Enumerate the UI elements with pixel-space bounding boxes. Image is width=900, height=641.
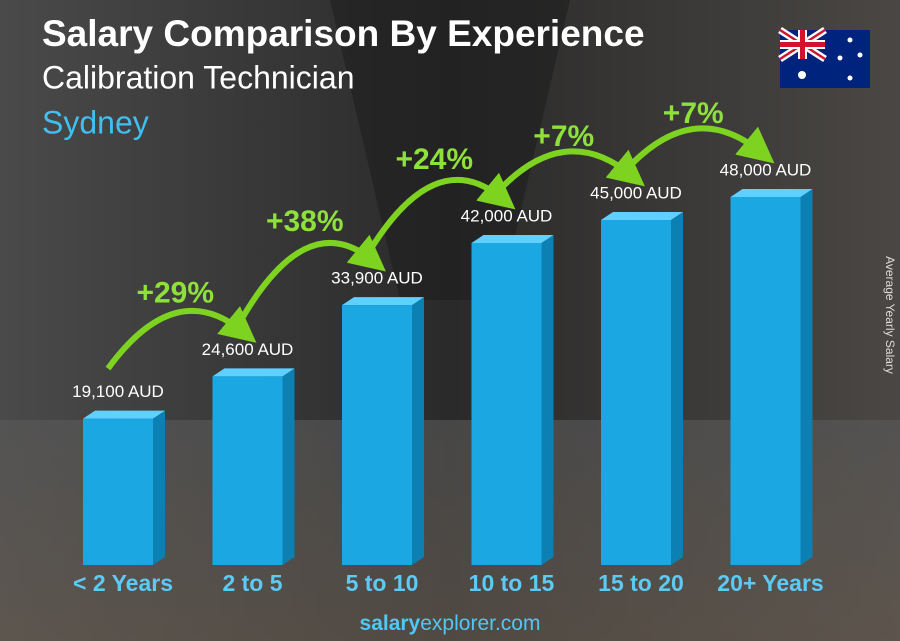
location: Sydney	[42, 104, 149, 140]
bar-side	[541, 235, 554, 565]
value-label: 24,600 AUD	[202, 340, 294, 359]
x-tick-label: 2 to 5	[222, 570, 282, 596]
value-label: 42,000 AUD	[461, 206, 553, 225]
bar	[83, 418, 153, 565]
x-tick-label: 20+ Years	[717, 570, 823, 596]
change-label: +7%	[533, 120, 594, 153]
x-tick-label: 10 to 15	[469, 570, 555, 596]
flag	[778, 27, 870, 88]
bar-side	[671, 212, 683, 565]
change-label: +7%	[663, 97, 724, 130]
value-label: 45,000 AUD	[590, 183, 682, 202]
bar-side	[800, 189, 813, 565]
bar-side	[153, 410, 165, 565]
bar-side	[282, 368, 295, 565]
change-arrow	[623, 125, 775, 173]
bar	[601, 220, 671, 565]
change-arrow	[234, 234, 386, 328]
bar	[212, 376, 283, 565]
change-label: +38%	[266, 205, 344, 238]
bar	[730, 197, 801, 565]
value-label: 48,000 AUD	[720, 160, 812, 179]
bar-top	[730, 189, 813, 197]
bar-top	[471, 235, 554, 243]
footer-rest: explorer.com	[420, 612, 540, 635]
change-label: +29%	[136, 276, 214, 309]
bar-top	[601, 212, 683, 220]
axis-label: Average Yearly Salary	[883, 256, 897, 374]
bar-top	[342, 297, 424, 306]
x-tick-label: 5 to 10	[346, 570, 419, 596]
subtitle: Calibration Technician	[42, 59, 354, 95]
value-label: 33,900 AUD	[331, 269, 423, 288]
bar-top	[83, 410, 165, 419]
change-label: +24%	[395, 143, 473, 176]
footer-bold: salary	[360, 612, 421, 635]
change-arrow	[494, 148, 645, 196]
x-tick-label: < 2 Years	[73, 570, 173, 596]
bar-side	[412, 297, 424, 565]
chart-title: Salary Comparison By Experience	[42, 13, 645, 54]
bar	[342, 305, 412, 565]
x-tick-label: 15 to 20	[598, 570, 684, 596]
bar	[471, 243, 542, 565]
value-label: 19,100 AUD	[72, 382, 164, 401]
footer: salaryexplorer.com	[360, 612, 541, 635]
bar-top	[212, 368, 295, 377]
change-arrow	[364, 172, 516, 257]
change-arrow	[105, 306, 257, 371]
